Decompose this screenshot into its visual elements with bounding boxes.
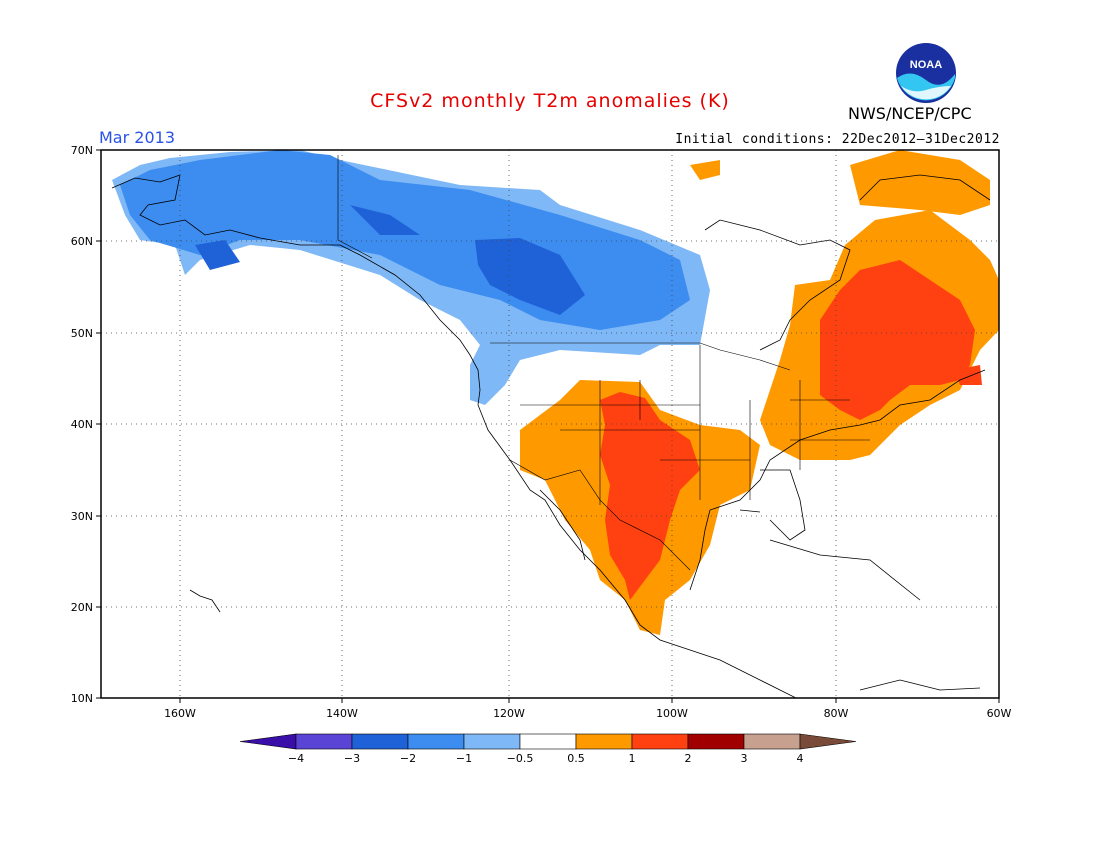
lat-label: 40N: [71, 418, 93, 431]
lon-label: 120W: [493, 707, 525, 720]
lon-label: 80W: [824, 707, 849, 720]
anomaly-field: [112, 150, 999, 635]
cool-anomaly-dark: [195, 205, 585, 315]
colorbar-legend: −4 −3 −2 −1 −0.5 0.5 1 2 3 4: [239, 733, 857, 765]
colorbar-bin: [687, 733, 745, 750]
colorbar-bin: [295, 733, 353, 750]
colorbar-bin: [631, 733, 689, 750]
colorbar-tick-label: 2: [685, 752, 692, 765]
longitude-labels: 160W 140W 120W 100W 80W 60W: [164, 707, 1011, 720]
lon-label: 60W: [987, 707, 1012, 720]
logo-text: NOAA: [910, 59, 942, 71]
colorbar-tick-label: −0.5: [507, 752, 534, 765]
colorbar-bin: [463, 733, 521, 750]
colorbar-bin: [799, 733, 857, 750]
colorbar-tick-label: −2: [400, 752, 416, 765]
lat-label: 10N: [71, 692, 93, 705]
lon-label: 140W: [326, 707, 358, 720]
political-borders: [337, 155, 870, 571]
colorbar-bin: [351, 733, 409, 750]
lat-label: 60N: [71, 235, 93, 248]
lat-label: 50N: [71, 327, 93, 340]
lat-label: 70N: [71, 144, 93, 157]
colorbar-tick-label: −1: [456, 752, 472, 765]
map-title: CFSv2 monthly T2m anomalies (K): [370, 90, 730, 112]
valid-month: Mar 2013: [99, 128, 175, 147]
axis-ticks: [96, 149, 1000, 703]
agency-label: NWS/NCEP/CPC: [848, 104, 972, 123]
colorbar-tick-label: 4: [797, 752, 804, 765]
noaa-logo-icon: NOAA: [895, 42, 957, 104]
colorbar-bin: [575, 733, 633, 750]
latitude-labels: 70N 60N 50N 40N 30N 20N 10N: [71, 144, 93, 705]
colorbar-tick-label: 1: [629, 752, 636, 765]
lon-label: 100W: [656, 707, 688, 720]
coastlines: [111, 174, 991, 698]
colorbar-bin: [519, 733, 577, 750]
colorbar-tick-label: −4: [288, 752, 304, 765]
colorbar-bin: [239, 733, 297, 750]
colorbar-bin: [407, 733, 465, 750]
lon-label: 160W: [164, 707, 196, 720]
colorbar-tick-label: 3: [741, 752, 748, 765]
initial-conditions: Initial conditions: 22Dec2012–31Dec2012: [675, 132, 1000, 147]
colorbar-tick-label: −3: [344, 752, 360, 765]
lat-label: 30N: [71, 510, 93, 523]
colorbar-tick-label: 0.5: [567, 752, 585, 765]
colorbar-bin: [743, 733, 801, 750]
lat-label: 20N: [71, 601, 93, 614]
warm-anomaly-medium: [600, 260, 982, 600]
